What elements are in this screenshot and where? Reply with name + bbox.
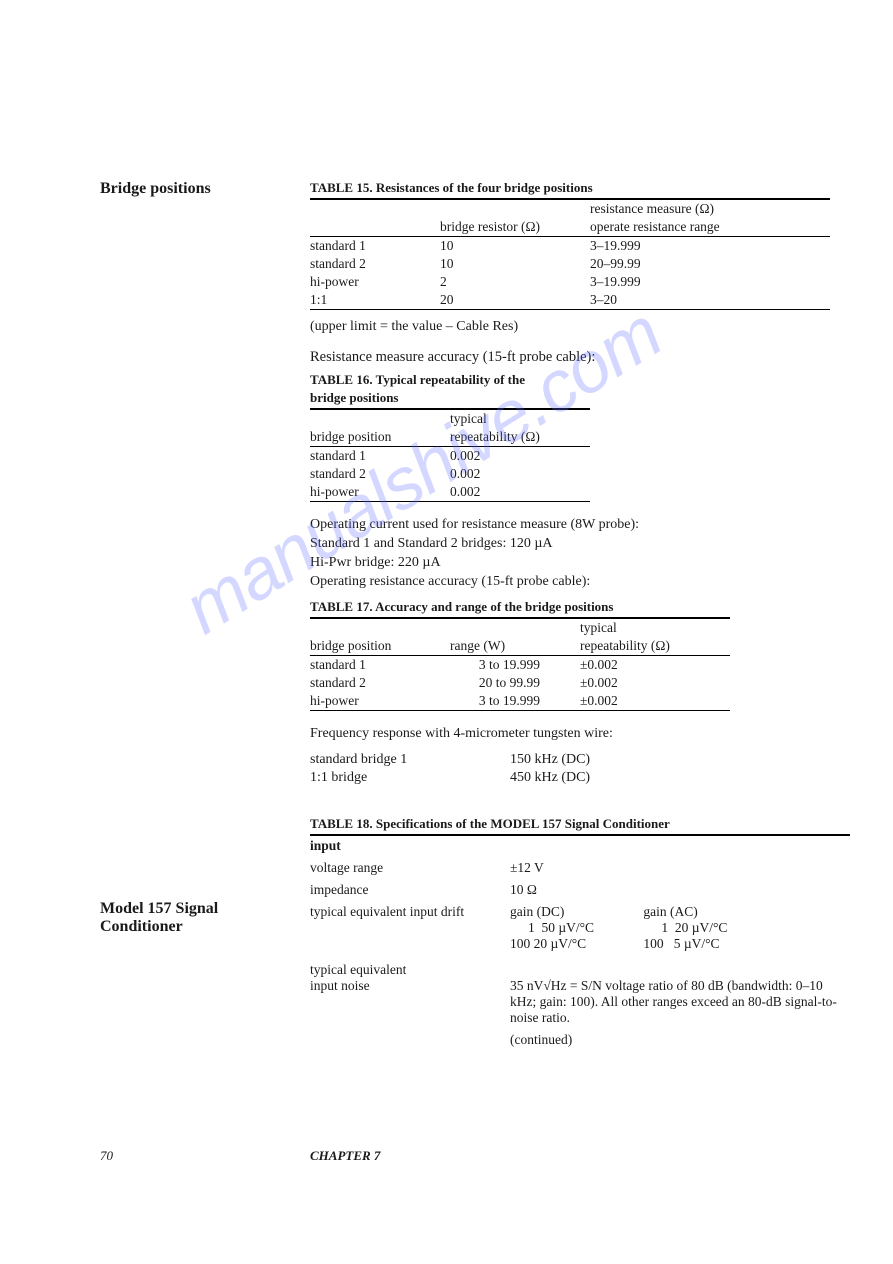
table16-col1: bridge position xyxy=(310,428,450,447)
table17-r2c2: 3 to 19.999 xyxy=(450,692,580,711)
table16-title-l2: bridge positions xyxy=(310,390,850,406)
table15-r2c1: hi-power xyxy=(310,273,440,291)
noise-value: 35 nV√Hz = S/N voltage ratio of 80 dB (b… xyxy=(510,962,850,1026)
table18-input-header: input xyxy=(310,838,850,854)
drift-dc-l1: 1 50 µV/°C xyxy=(510,920,640,936)
table15-r0c1: standard 1 xyxy=(310,237,440,256)
subhead-accuracy: Resistance measure accuracy (15-ft probe… xyxy=(310,349,850,366)
table17-r2c1: hi-power xyxy=(310,692,450,711)
table15-r1c1: standard 2 xyxy=(310,255,440,273)
table17-r1c3: ±0.002 xyxy=(580,674,730,692)
para-current-1: Operating current used for resistance me… xyxy=(310,516,850,535)
freq-row-1-label: 1:1 bridge xyxy=(310,770,510,786)
drift-dc-head: gain (DC) xyxy=(510,904,640,920)
table16-title-l1: TABLE 16. Typical repeatability of the xyxy=(310,372,850,388)
table16-r1c2: 0.002 xyxy=(450,465,590,483)
table17-col3-l1: typical xyxy=(580,618,730,637)
drift-ac-l1: 1 20 µV/°C xyxy=(643,920,773,936)
freq-row-0-value: 150 kHz (DC) xyxy=(510,752,590,768)
table16-col2-l2: repeatability (Ω) xyxy=(450,428,590,447)
table17: typical bridge positionrange (W)repeatab… xyxy=(310,617,730,711)
freq-row-1-value: 450 kHz (DC) xyxy=(510,770,590,786)
chapter-label: CHAPTER 7 xyxy=(310,1148,380,1164)
table15-r3c3: 3–20 xyxy=(590,291,830,310)
table15-title: TABLE 15. Resistances of the four bridge… xyxy=(310,180,850,196)
section2-heading-l2: Conditioner xyxy=(100,918,218,936)
drift-label: typical equivalent input drift xyxy=(310,904,510,952)
continued-label: (continued) xyxy=(510,1032,850,1048)
table16-r1c1: standard 2 xyxy=(310,465,450,483)
table15-r2c2: 2 xyxy=(440,273,590,291)
impedance-value: 10 Ω xyxy=(510,882,850,898)
drift-ac-l2: 100 5 µV/°C xyxy=(643,936,773,952)
table15-r3c1: 1:1 xyxy=(310,291,440,310)
table17-r1c1: standard 2 xyxy=(310,674,450,692)
section2-heading-l1: Model 157 Signal xyxy=(100,900,218,918)
table15-r1c3: 20–99.99 xyxy=(590,255,830,273)
para-current-4: Operating resistance accuracy (15-ft pro… xyxy=(310,573,850,592)
section-heading-model157: Model 157 Signal Conditioner xyxy=(100,900,218,936)
table15-r2c3: 3–19.999 xyxy=(590,273,830,291)
table15-col2: bridge resistor (Ω) xyxy=(440,218,590,237)
table17-col1: bridge position xyxy=(310,637,450,656)
page-number: 70 xyxy=(100,1148,113,1163)
table16-col2-l1: typical xyxy=(450,409,590,428)
para-current-2: Standard 1 and Standard 2 bridges: 120 µ… xyxy=(310,535,850,554)
table17-r0c1: standard 1 xyxy=(310,656,450,675)
voltage-value: ±12 V xyxy=(510,860,850,876)
table15-col3-l2: operate resistance range xyxy=(590,218,830,237)
table15-col3-l1: resistance measure (Ω) xyxy=(590,199,830,218)
noise-label-l1: typical equivalent xyxy=(310,962,510,978)
table16: typical bridge positionrepeatability (Ω)… xyxy=(310,408,590,502)
para-current-3: Hi-Pwr bridge: 220 µA xyxy=(310,554,850,573)
table17-r0c3: ±0.002 xyxy=(580,656,730,675)
freq-row-0-label: standard bridge 1 xyxy=(310,752,510,768)
noise-label-l2: input noise xyxy=(310,978,510,994)
table17-r1c2: 20 to 99.99 xyxy=(450,674,580,692)
table17-col2: range (W) xyxy=(450,637,580,656)
drift-dc-l2: 100 20 µV/°C xyxy=(510,936,640,952)
table17-title: TABLE 17. Accuracy and range of the brid… xyxy=(310,599,850,615)
freq-heading: Frequency response with 4-micrometer tun… xyxy=(310,725,850,744)
table15-r3c2: 20 xyxy=(440,291,590,310)
table16-r2c2: 0.002 xyxy=(450,483,590,502)
section-heading-bridge: Bridge positions xyxy=(100,180,211,198)
table16-r0c2: 0.002 xyxy=(450,446,590,465)
table15-r1c2: 10 xyxy=(440,255,590,273)
table17-r0c2: 3 to 19.999 xyxy=(450,656,580,675)
table16-r0c1: standard 1 xyxy=(310,446,450,465)
table15: resistance measure (Ω) bridge resistor (… xyxy=(310,198,830,310)
table18-title: TABLE 18. Specifications of the MODEL 15… xyxy=(310,816,850,832)
table16-r2c1: hi-power xyxy=(310,483,450,502)
table15-r0c2: 10 xyxy=(440,237,590,256)
impedance-label: impedance xyxy=(310,882,510,898)
table17-col3-l2: repeatability (Ω) xyxy=(580,637,730,656)
table15-r0c3: 3–19.999 xyxy=(590,237,830,256)
table17-r2c3: ±0.002 xyxy=(580,692,730,711)
note-upper-limit: (upper limit = the value – Cable Res) xyxy=(310,318,850,337)
voltage-label: voltage range xyxy=(310,860,510,876)
drift-ac-head: gain (AC) xyxy=(643,904,773,920)
